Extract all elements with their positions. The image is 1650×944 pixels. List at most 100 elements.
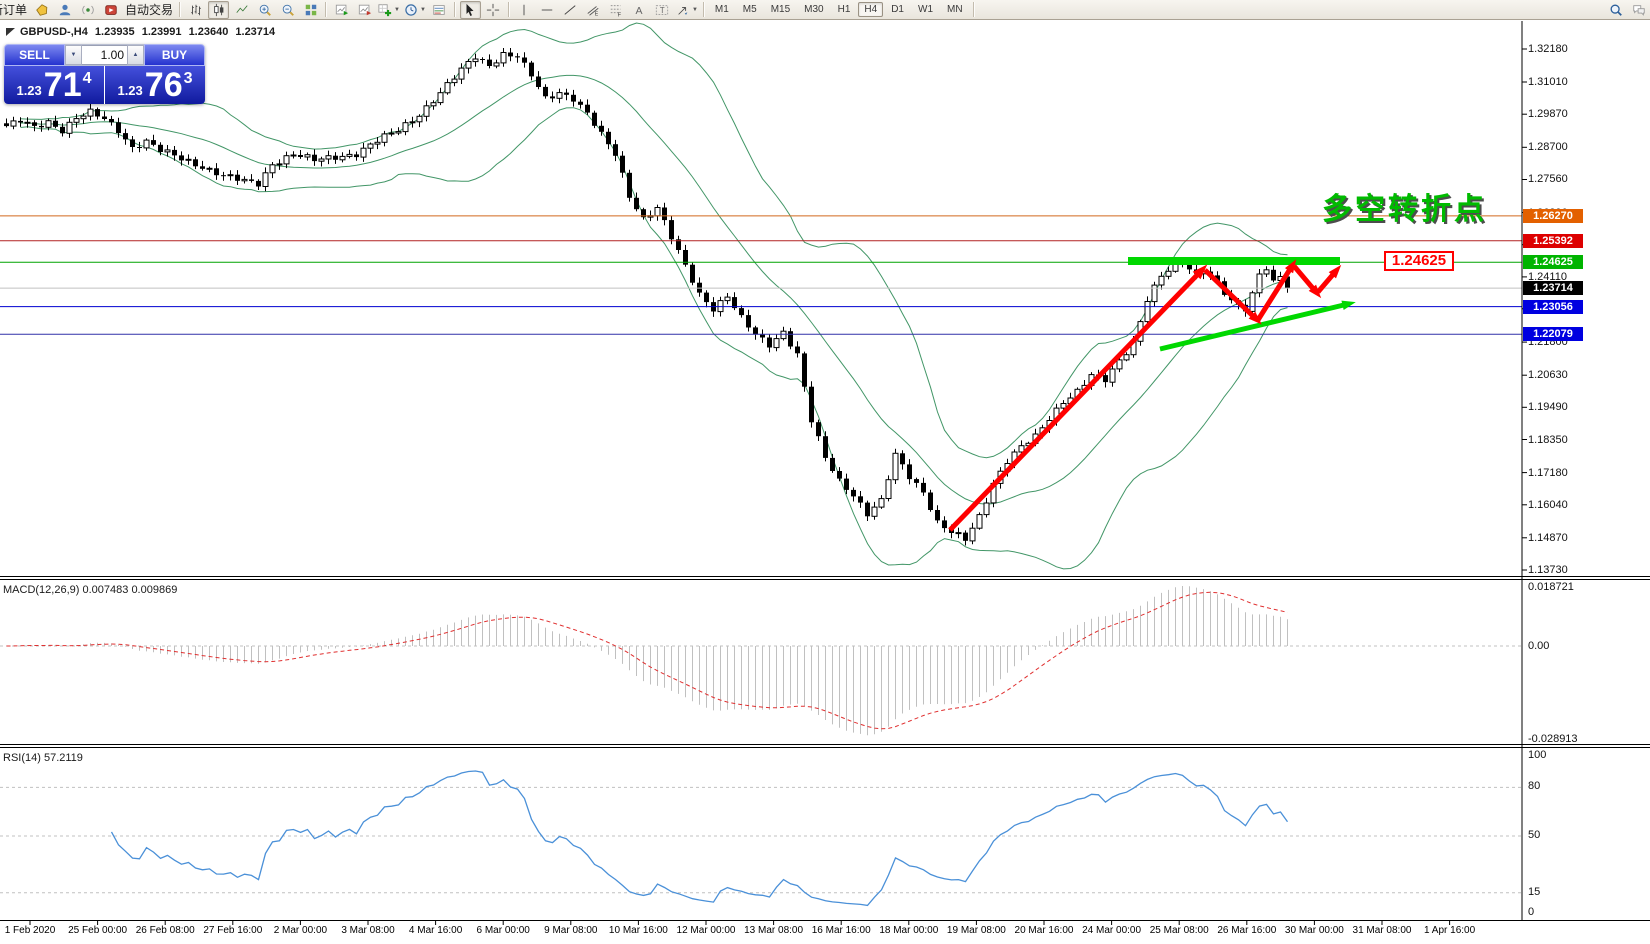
main-chart-panel[interactable]: [0, 21, 1650, 576]
date-label: 1 Feb 2020: [4, 925, 56, 936]
horizontal-line-button[interactable]: [537, 1, 558, 19]
periods-button[interactable]: ▼: [403, 1, 427, 19]
panel-separator: [0, 920, 1650, 921]
macd-scale-top: 0.018721: [1528, 581, 1574, 593]
toolbar-separator: [972, 2, 975, 17]
price-level-badge: 1.24625: [1523, 255, 1583, 269]
date-label: 30 Mar 00:00: [1284, 925, 1344, 936]
timeframe-h1[interactable]: H1: [837, 4, 851, 15]
date-label: 19 Mar 08:00: [946, 925, 1006, 936]
community-user-icon[interactable]: [54, 1, 75, 19]
symbol-marker-icon: [6, 28, 15, 36]
search-icon[interactable]: [1605, 1, 1626, 19]
vertical-line-button[interactable]: [514, 1, 535, 19]
date-label: 25 Feb 00:00: [68, 925, 128, 936]
toolbar-separator: [179, 2, 182, 17]
candlestick-chart-button[interactable]: [208, 0, 230, 19]
timeframe-m5[interactable]: M5: [742, 4, 757, 15]
price-tick-label: 1.14870: [1528, 532, 1568, 544]
timeframe-m15[interactable]: M15: [770, 4, 791, 15]
rsi-label: RSI(14) 57.2119: [3, 752, 83, 764]
time-axis[interactable]: [0, 921, 1650, 944]
indicators-button[interactable]: ▼: [377, 1, 401, 19]
cursor-button[interactable]: [459, 0, 481, 19]
tile-windows-button[interactable]: [300, 1, 321, 19]
buy-button[interactable]: BUY: [144, 44, 205, 66]
date-label: 2 Mar 00:00: [273, 925, 328, 936]
date-label: 26 Feb 08:00: [135, 925, 195, 936]
svg-text:F: F: [618, 12, 621, 16]
line-chart-button[interactable]: [231, 1, 252, 19]
zoom-in-button[interactable]: [254, 1, 275, 19]
toolbar-separator: [325, 2, 328, 17]
price-level-badge: 1.23714: [1523, 281, 1583, 295]
chart-open: 1.23935: [94, 26, 135, 38]
fibonacci-button[interactable]: F: [606, 1, 627, 19]
sell-button[interactable]: SELL: [4, 44, 65, 66]
timeframe-d1[interactable]: D1: [891, 4, 904, 15]
price-level-badge: 1.23056: [1523, 300, 1583, 314]
date-label: 12 Mar 00:00: [676, 925, 736, 936]
price-level-badge: 1.22079: [1523, 327, 1583, 341]
date-label: 18 Mar 00:00: [879, 925, 939, 936]
timeframe-m30[interactable]: M30: [804, 4, 824, 15]
zoom-out-button[interactable]: [277, 1, 298, 19]
toolbar-separator: [507, 2, 510, 17]
new-order-button[interactable]: 新订单: [0, 3, 28, 17]
date-label: 4 Mar 16:00: [408, 925, 463, 936]
one-click-trading-panel: SELL ▼ ▲ BUY 1.23 71 4 1.23 76 3: [4, 44, 205, 104]
profiles-button[interactable]: [354, 1, 375, 19]
buy-price[interactable]: 1.23 76 3: [105, 66, 205, 104]
volume-control: ▼ ▲: [65, 44, 144, 66]
date-label: 26 Mar 16:00: [1217, 925, 1277, 936]
autotrade-button[interactable]: 自动交易: [125, 3, 174, 17]
volume-decrease-button[interactable]: ▼: [65, 45, 82, 65]
timeframe-mn[interactable]: MN: [947, 4, 963, 15]
crosshair-button[interactable]: [483, 1, 504, 19]
toolbar-separator: [453, 2, 456, 17]
new-chart-button[interactable]: [331, 1, 352, 19]
timeframe-w1[interactable]: W1: [918, 4, 933, 15]
text-label-button[interactable]: T: [652, 1, 673, 19]
toolbar-separator: [702, 2, 705, 17]
panel-separator: [0, 744, 1650, 745]
macd-scale-zero: 0.00: [1528, 640, 1550, 652]
date-label: 10 Mar 16:00: [608, 925, 668, 936]
new-order-icon[interactable]: [31, 1, 52, 19]
price-tick-label: 1.17180: [1528, 467, 1568, 479]
shapes-button[interactable]: ▼: [675, 1, 699, 19]
panel-separator: [0, 747, 1650, 748]
date-label: 31 Mar 08:00: [1352, 925, 1412, 936]
chart-low: 1.23640: [188, 26, 229, 38]
date-label: 27 Feb 16:00: [203, 925, 263, 936]
rsi-panel[interactable]: [0, 748, 1650, 919]
price-tick-label: 1.20630: [1528, 369, 1568, 381]
rsi-scale-label: 15: [1528, 886, 1541, 898]
signal-icon[interactable]: [77, 1, 98, 19]
chart-symbol: GBPUSD-,H4: [20, 26, 88, 38]
timeframe-m1[interactable]: M1: [714, 4, 729, 15]
timeframe-h4[interactable]: H4: [858, 2, 884, 17]
volume-increase-button[interactable]: ▲: [127, 45, 144, 65]
price-level-badge: 1.25392: [1523, 234, 1583, 248]
price-tick-label: 1.13730: [1528, 564, 1568, 576]
volume-input[interactable]: [82, 45, 127, 65]
trendline-button[interactable]: [560, 1, 581, 19]
bar-chart-button[interactable]: [185, 1, 206, 19]
sell-price[interactable]: 1.23 71 4: [4, 66, 104, 104]
text-button[interactable]: A: [629, 1, 650, 19]
rsi-scale-label: 0: [1528, 906, 1535, 918]
chart-title: GBPUSD-,H4 1.23935 1.23991 1.23640 1.237…: [20, 26, 279, 38]
price-tick-label: 1.27560: [1528, 173, 1568, 185]
chat-icon[interactable]: [1628, 1, 1649, 19]
equidistant-channel-button[interactable]: E: [583, 1, 604, 19]
price-axis[interactable]: [1523, 21, 1650, 920]
price-tick-label: 1.31010: [1528, 76, 1568, 88]
price-tick-label: 1.19490: [1528, 401, 1568, 413]
templates-button[interactable]: [429, 1, 450, 19]
svg-text:E: E: [595, 11, 599, 17]
autotrade-icon[interactable]: [100, 1, 121, 19]
macd-panel[interactable]: [0, 580, 1650, 743]
